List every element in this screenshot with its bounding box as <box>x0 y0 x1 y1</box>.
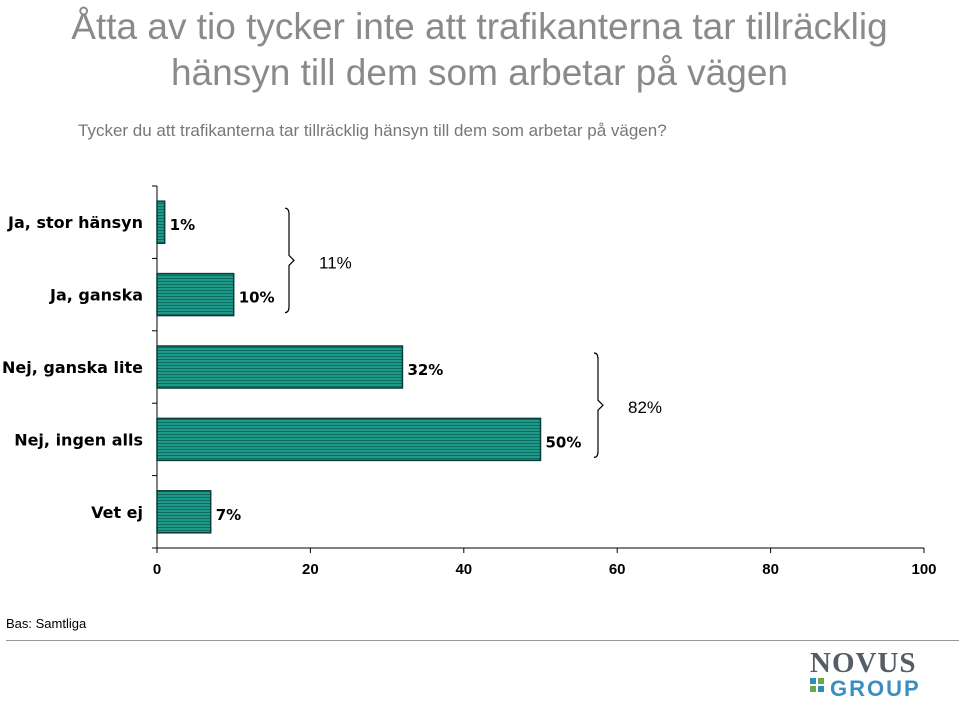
svg-text:NOVUS: NOVUS <box>810 648 917 679</box>
x-tick-label: 80 <box>762 561 779 578</box>
category-label: Nej, ganska lite <box>2 358 143 377</box>
value-label: 10% <box>239 289 275 307</box>
x-tick-label: 0 <box>153 561 161 578</box>
bar <box>156 272 235 317</box>
bar <box>156 200 166 244</box>
group-bracket <box>284 207 295 314</box>
bar-chart: 0 20 40 60 80 100 Ja, stor hänsyn 1% Ja, ganska 1… <box>2 185 937 578</box>
value-label: 32% <box>407 361 443 379</box>
group-bracket <box>593 352 604 458</box>
value-label: 50% <box>546 433 582 451</box>
bar <box>156 417 542 462</box>
base-note: Bas: Samtliga <box>6 616 87 631</box>
title-line-1: Åtta av tio tycker inte att trafikantern… <box>71 6 888 47</box>
x-tick-label: 20 <box>302 561 319 578</box>
category-label: Ja, stor hänsyn <box>7 213 143 232</box>
chart-title: Åtta av tio tycker inte att trafikantern… <box>0 4 959 96</box>
group-total-label: 82% <box>628 398 662 417</box>
novus-group-logo: NOVUS GROUP <box>810 648 921 700</box>
x-tick-label: 100 <box>911 561 936 578</box>
group-total-label: 11% <box>319 253 352 272</box>
category-label: Vet ej <box>91 503 143 522</box>
x-tick-label: 40 <box>455 561 472 578</box>
x-tick-label: 60 <box>609 561 626 578</box>
bar <box>156 345 404 389</box>
category-label: Ja, ganska <box>49 286 143 305</box>
svg-text:GROUP: GROUP <box>830 676 921 700</box>
category-label: Nej, ingen alls <box>14 430 143 449</box>
value-label: 7% <box>216 506 241 524</box>
title-line-2: hänsyn till dem som arbetar på vägen <box>170 52 788 93</box>
bar <box>156 490 212 534</box>
chart-subtitle: Tycker du att trafikanterna tar tillräck… <box>78 121 667 140</box>
value-label: 1% <box>170 216 195 234</box>
footer-divider <box>6 640 959 641</box>
